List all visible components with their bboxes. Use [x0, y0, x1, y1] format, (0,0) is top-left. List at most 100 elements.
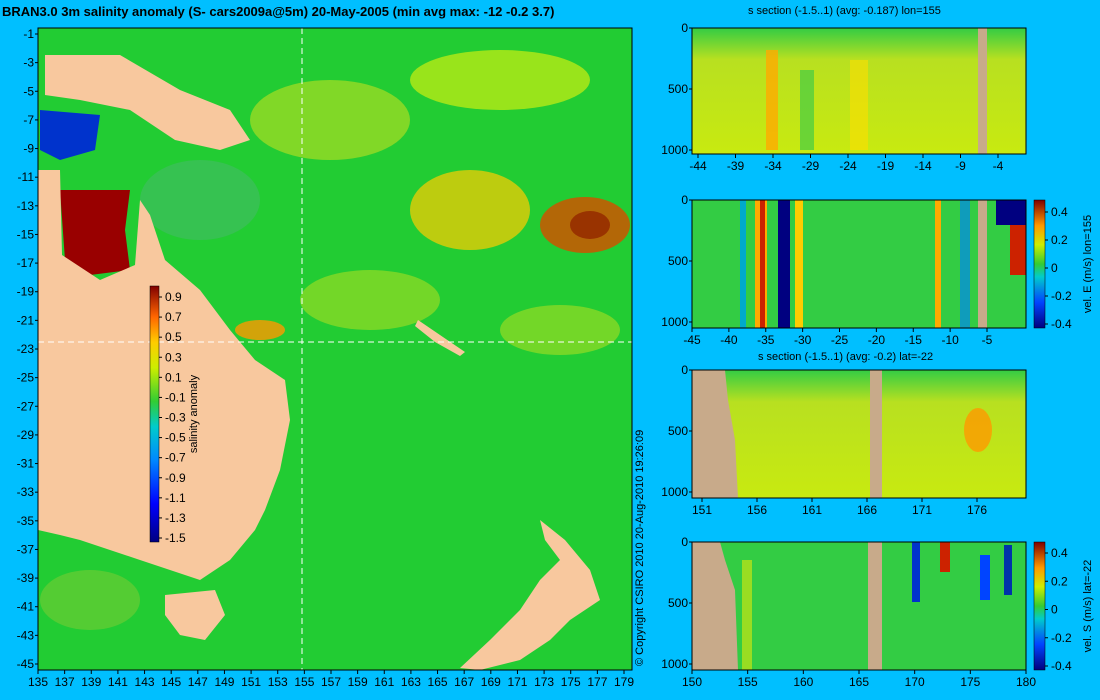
map-y-ticks: -1 -3 -5 -7 -9 -11 -13 -15 -17 -19 -21 -23 -25 -27 -29… [17, 27, 38, 671]
panel-vel-e-lon: 0.4 0.2 0 -0.2 -0.4 vel. E (m/s) lon=155 -45… [661, 193, 1094, 347]
map-patch [250, 80, 410, 160]
panel-vel-s-lat: 0.4 0.2 0 -0.2 -0.4 vel. S (m/s) lat=-22 150… [661, 535, 1094, 689]
y-tick-label: 500 [668, 424, 688, 438]
x-tick-label: -14 [914, 159, 932, 173]
colorbar-tick-label: -1.3 [165, 511, 186, 525]
x-tick-label: 149 [214, 675, 234, 689]
x-tick-label: -29 [802, 159, 820, 173]
y-tick-label: -7 [23, 113, 34, 127]
x-tick-label: 155 [738, 675, 758, 689]
panel2-feature [795, 200, 803, 328]
y-tick-label: 0 [681, 363, 688, 377]
panel4-feature [1004, 545, 1012, 595]
panel4-feature [742, 560, 752, 670]
x-tick-label: -25 [831, 333, 849, 347]
panel4-y-ticks: 0 500 1000 [661, 535, 692, 671]
x-tick-label: 156 [747, 503, 767, 517]
y-tick-label: -23 [17, 342, 35, 356]
x-tick-label: 163 [401, 675, 421, 689]
panel-s-section-lon: -44 -39 -34 -29 -24 -19 -14 -9 -4 0 500 1000 [661, 21, 1027, 173]
panel3-feature [964, 408, 992, 452]
x-tick-label: -34 [764, 159, 782, 173]
y-tick-label: -13 [17, 199, 35, 213]
colorbar-tick-label: -0.2 [1051, 289, 1072, 303]
map-colorbar [149, 285, 160, 543]
x-tick-label: 157 [321, 675, 341, 689]
colorbar-tick-label: 0.4 [1051, 205, 1068, 219]
panel4-colorbar [1033, 541, 1046, 671]
x-tick-label: 155 [294, 675, 314, 689]
map-land-australia [38, 170, 290, 580]
panel3-land-ridge [870, 370, 882, 498]
colorbar-tick-label: 0.2 [1051, 233, 1068, 247]
y-tick-label: 1000 [661, 315, 688, 329]
panel2-colorbar [1033, 199, 1046, 329]
colorbar-tick-label: 0.1 [165, 370, 182, 384]
colorbar-tick-label: -0.1 [165, 390, 186, 404]
map-x-ticks: 135 137 139 141 143 145 147 149 151 153 155 157 159 1… [28, 670, 634, 689]
map-patch [500, 305, 620, 355]
panel2-colorbar-ticks: 0.4 0.2 0 -0.2 -0.4 [1045, 205, 1072, 331]
y-tick-label: -5 [23, 84, 34, 98]
panel4-feature [912, 542, 920, 602]
x-tick-label: 160 [793, 675, 813, 689]
x-tick-label: -24 [839, 159, 857, 173]
y-tick-label: -15 [17, 227, 35, 241]
x-tick-label: 167 [454, 675, 474, 689]
x-tick-label: 173 [534, 675, 554, 689]
panel4-x-ticks: 150 155 160 165 170 175 180 [682, 670, 1036, 689]
x-tick-label: 161 [374, 675, 394, 689]
panel2-x-ticks: -45 -40 -35 -30 -25 -20 -15 -10 -5 [683, 328, 993, 347]
panel2-feature [960, 200, 970, 328]
x-tick-label: -5 [982, 333, 993, 347]
panel2-field [692, 200, 1026, 328]
x-tick-label: 135 [28, 675, 48, 689]
x-tick-label: 170 [905, 675, 925, 689]
panel2-frame [691, 199, 1027, 329]
x-tick-label: -40 [720, 333, 738, 347]
x-tick-label: 166 [857, 503, 877, 517]
x-tick-label: 147 [188, 675, 208, 689]
colorbar-tick-label: -0.4 [1051, 317, 1072, 331]
x-tick-label: -35 [757, 333, 775, 347]
panel3-y-ticks: 0 500 1000 [661, 363, 692, 499]
x-tick-label: 169 [481, 675, 501, 689]
y-tick-label: 500 [668, 254, 688, 268]
panel3-x-ticks: 151 156 161 166 171 176 [692, 498, 987, 517]
x-tick-label: -45 [683, 333, 701, 347]
y-tick-label: 1000 [661, 143, 688, 157]
map-land-newcaledonia [415, 320, 465, 356]
map-patch [570, 211, 610, 239]
x-tick-label: 159 [348, 675, 368, 689]
panel1-feature [850, 60, 868, 150]
map-patch [140, 160, 260, 240]
panel2-colorbar-label: vel. E (m/s) lon=155 [1082, 215, 1094, 313]
x-tick-label: 165 [849, 675, 869, 689]
y-tick-label: -27 [17, 399, 35, 413]
x-tick-label: -19 [877, 159, 895, 173]
x-tick-label: 151 [241, 675, 261, 689]
y-tick-label: -33 [17, 485, 35, 499]
y-tick-label: -17 [17, 256, 35, 270]
panel4-feature [980, 555, 990, 600]
panel2-feature [778, 200, 790, 328]
y-tick-label: -37 [17, 542, 35, 556]
panel1-frame [691, 27, 1027, 155]
panel3-title: s section (-1.5..1) (avg: -0.2) lat=-22 [758, 351, 934, 363]
panel2-feature [740, 200, 746, 328]
y-tick-label: -11 [18, 170, 35, 184]
map-patch-arafura [40, 110, 100, 160]
x-tick-label: 179 [614, 675, 634, 689]
map-land-newguinea [45, 55, 250, 150]
y-tick-label: -35 [17, 514, 35, 528]
y-tick-label: -43 [17, 628, 35, 642]
map-patch [410, 170, 530, 250]
panel3-frame [691, 369, 1027, 499]
panel2-feature [1010, 225, 1026, 275]
map-patch [235, 320, 285, 340]
panel1-y-ticks: 0 500 1000 [661, 21, 692, 157]
x-tick-label: 141 [108, 675, 128, 689]
colorbar-tick-label: 0.4 [1051, 546, 1068, 560]
x-tick-label: 145 [161, 675, 181, 689]
map-panel: salinity anomaly 0.9 0.7 0.5 0.3 0.1 -0.1 -0.3… [17, 27, 635, 689]
